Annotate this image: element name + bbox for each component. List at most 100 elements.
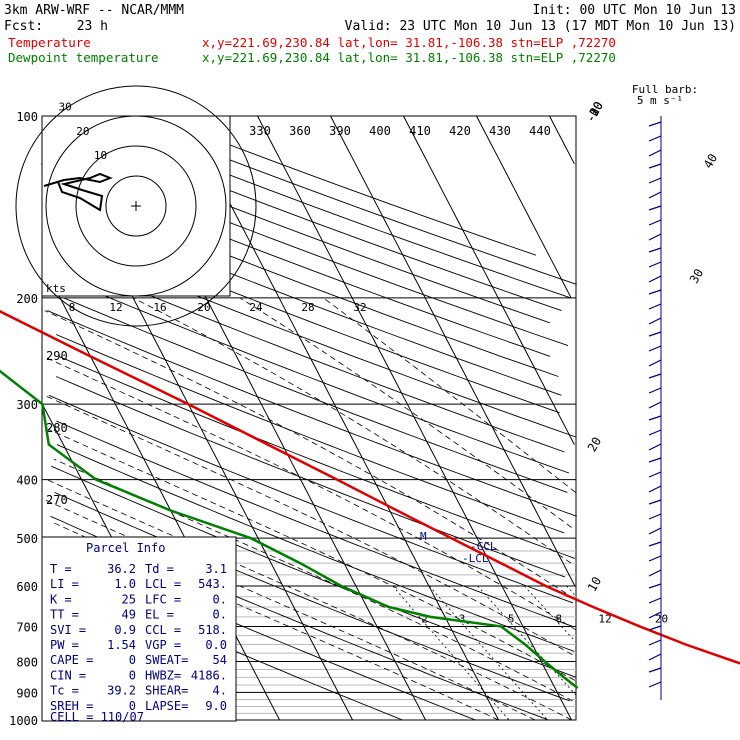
wind-barb-17 [648, 359, 662, 367]
wind-barb-28 [648, 513, 662, 520]
hodograph-ring-2 [75, 145, 197, 267]
dewpoint-location: x,y=221.69,230.84 lat,lon= 31.81,-106.38… [202, 50, 616, 65]
theta-label-left-290: 290 [46, 349, 68, 363]
forecast-label: Fcst: [4, 19, 43, 34]
theta-label-440: 440 [529, 124, 551, 138]
parcel-row-9-value-2: 9.0 [205, 699, 227, 713]
wind-barb-2 [648, 149, 662, 157]
parcel-row-3-value-2: 0. [213, 608, 227, 622]
moist-adiabat-25 [44, 310, 575, 600]
wind-barb-26 [648, 485, 662, 493]
parcel-row-1-value-1: 1.0 [114, 577, 136, 591]
theta-label-400: 400 [369, 124, 391, 138]
wind-barb-1 [648, 135, 662, 142]
wind-barb-40 [648, 681, 662, 688]
parcel-row-9-label-1: SREH = [50, 699, 93, 713]
pressure-label-800: 800 [16, 655, 38, 669]
parcel-row-7-label-1: CIN = [50, 668, 86, 682]
parcel-row-2-label-1: K = [50, 592, 72, 606]
mixing-ratio-line-5 [477, 585, 577, 696]
wind-barb-9 [648, 247, 662, 253]
parcel-row-8-value-2: 4. [213, 684, 227, 698]
pressure-label-900: 900 [16, 686, 38, 700]
wind-barb-13 [648, 303, 662, 310]
parcel-row-0-label-2: Td = [145, 562, 174, 576]
header: 3km ARW-WRF -- NCAR/MMM Init: 00 UTC Mon… [4, 3, 736, 65]
pressure-label-700: 700 [16, 620, 38, 634]
hodograph-ring-1 [105, 175, 167, 237]
hodograph-axis-label-32: 32 [353, 301, 366, 314]
wind-barb-35 [648, 611, 662, 619]
theta-label-420: 420 [449, 124, 471, 138]
wind-barb-16 [648, 345, 662, 352]
theta-label-330: 330 [249, 124, 271, 138]
wind-barb-21 [648, 415, 662, 421]
moist-adiabat-10 [47, 428, 575, 681]
parcel-row-1-value-2: 543. [198, 577, 227, 591]
parcel-row-8-label-1: Tc = [50, 684, 79, 698]
parcel-row-2-value-1: 25 [122, 592, 136, 606]
wind-barb-15 [648, 331, 662, 337]
isotherm-30 [476, 115, 572, 299]
parcel-row-0-value-1: 36.2 [107, 562, 136, 576]
isotherm-20 [403, 115, 575, 445]
theta-label-left-280: 280 [46, 421, 68, 435]
init-time: Init: 00 UTC Mon 10 Jun 13 [533, 3, 737, 18]
temperature-line [0, 310, 740, 665]
isotherm-label-20: 20 [585, 435, 604, 455]
moist-adiabat-5 [53, 458, 573, 702]
wind-barb-8 [648, 233, 662, 241]
wind-barb-31 [648, 555, 662, 562]
parcel-row-0-label-1: T = [50, 562, 72, 576]
hodograph-axis-label-12: 12 [109, 301, 122, 314]
theta-label-360: 360 [289, 124, 311, 138]
annotation-m: M [420, 530, 427, 543]
dry-adiabat-350 [55, 334, 565, 534]
parcel-row-4-label-1: SVI = [50, 623, 86, 637]
hodograph: 10 20 30 kts [15, 85, 257, 327]
parcel-row-1-label-2: LCL = [145, 577, 181, 591]
parcel-row-3-label-1: TT = [50, 608, 79, 622]
isotherm--10 [184, 115, 500, 721]
moist-adiabat-40 [323, 297, 576, 493]
parcel-row-9-label-2: LAPSE= [145, 699, 188, 713]
theta-label-390: 390 [329, 124, 351, 138]
wind-barb-27 [648, 499, 662, 505]
parcel-row-1-label-1: LI = [50, 577, 79, 591]
wind-barb-23 [648, 443, 662, 451]
hodograph-axis-label-28: 28 [301, 301, 314, 314]
isotherm--20 [111, 115, 427, 721]
wind-barb-25 [648, 471, 662, 478]
wind-barb-14 [648, 317, 662, 325]
parcel-info-rows: T = 36.2 Td = 3.1 LI = 1.0 LCL = 543. K = 25 LFC =… [50, 562, 227, 713]
parcel-row-8-value-1: 39.2 [107, 684, 136, 698]
parcel-row-6-label-1: CAPE = [50, 653, 93, 667]
parcel-row-6-label-2: SWEAT= [145, 653, 188, 667]
pressure-label-100: 100 [16, 110, 38, 124]
wind-barb-39 [648, 667, 662, 673]
pressure-label-200: 200 [16, 292, 38, 306]
parcel-row-8-label-2: SHEAR= [145, 684, 188, 698]
parcel-info-title: Parcel Info [86, 541, 165, 555]
wind-barb-0 [648, 121, 662, 127]
parcel-row-7-label-2: HWBZ= [145, 668, 181, 682]
wind-barb-37 [648, 639, 662, 646]
mixing-ratio-label-12: 12 [598, 612, 611, 625]
mixing-ratio-label-5: 5 [508, 612, 515, 625]
barb-key-units: 5 m s⁻¹ [637, 94, 683, 107]
parcel-row-4-value-2: 518. [198, 623, 227, 637]
dry-adiabat-320 [48, 394, 574, 604]
wind-barb-24 [648, 457, 662, 463]
pressure-label-1000: 1000 [9, 714, 38, 728]
hodograph-ring-label-10: 10 [94, 149, 107, 162]
wind-barbs [648, 116, 662, 700]
mixing-ratio-label-2: 2 [422, 612, 429, 625]
theta-label-410: 410 [409, 124, 431, 138]
pressure-label-400: 400 [16, 474, 38, 488]
wind-barb-19 [648, 387, 662, 394]
mixing-ratio-label-3: 3 [459, 612, 466, 625]
wind-barb-11 [648, 275, 662, 283]
wind-barb-7 [648, 219, 662, 226]
hodograph-ring-label-30: 30 [59, 101, 72, 114]
